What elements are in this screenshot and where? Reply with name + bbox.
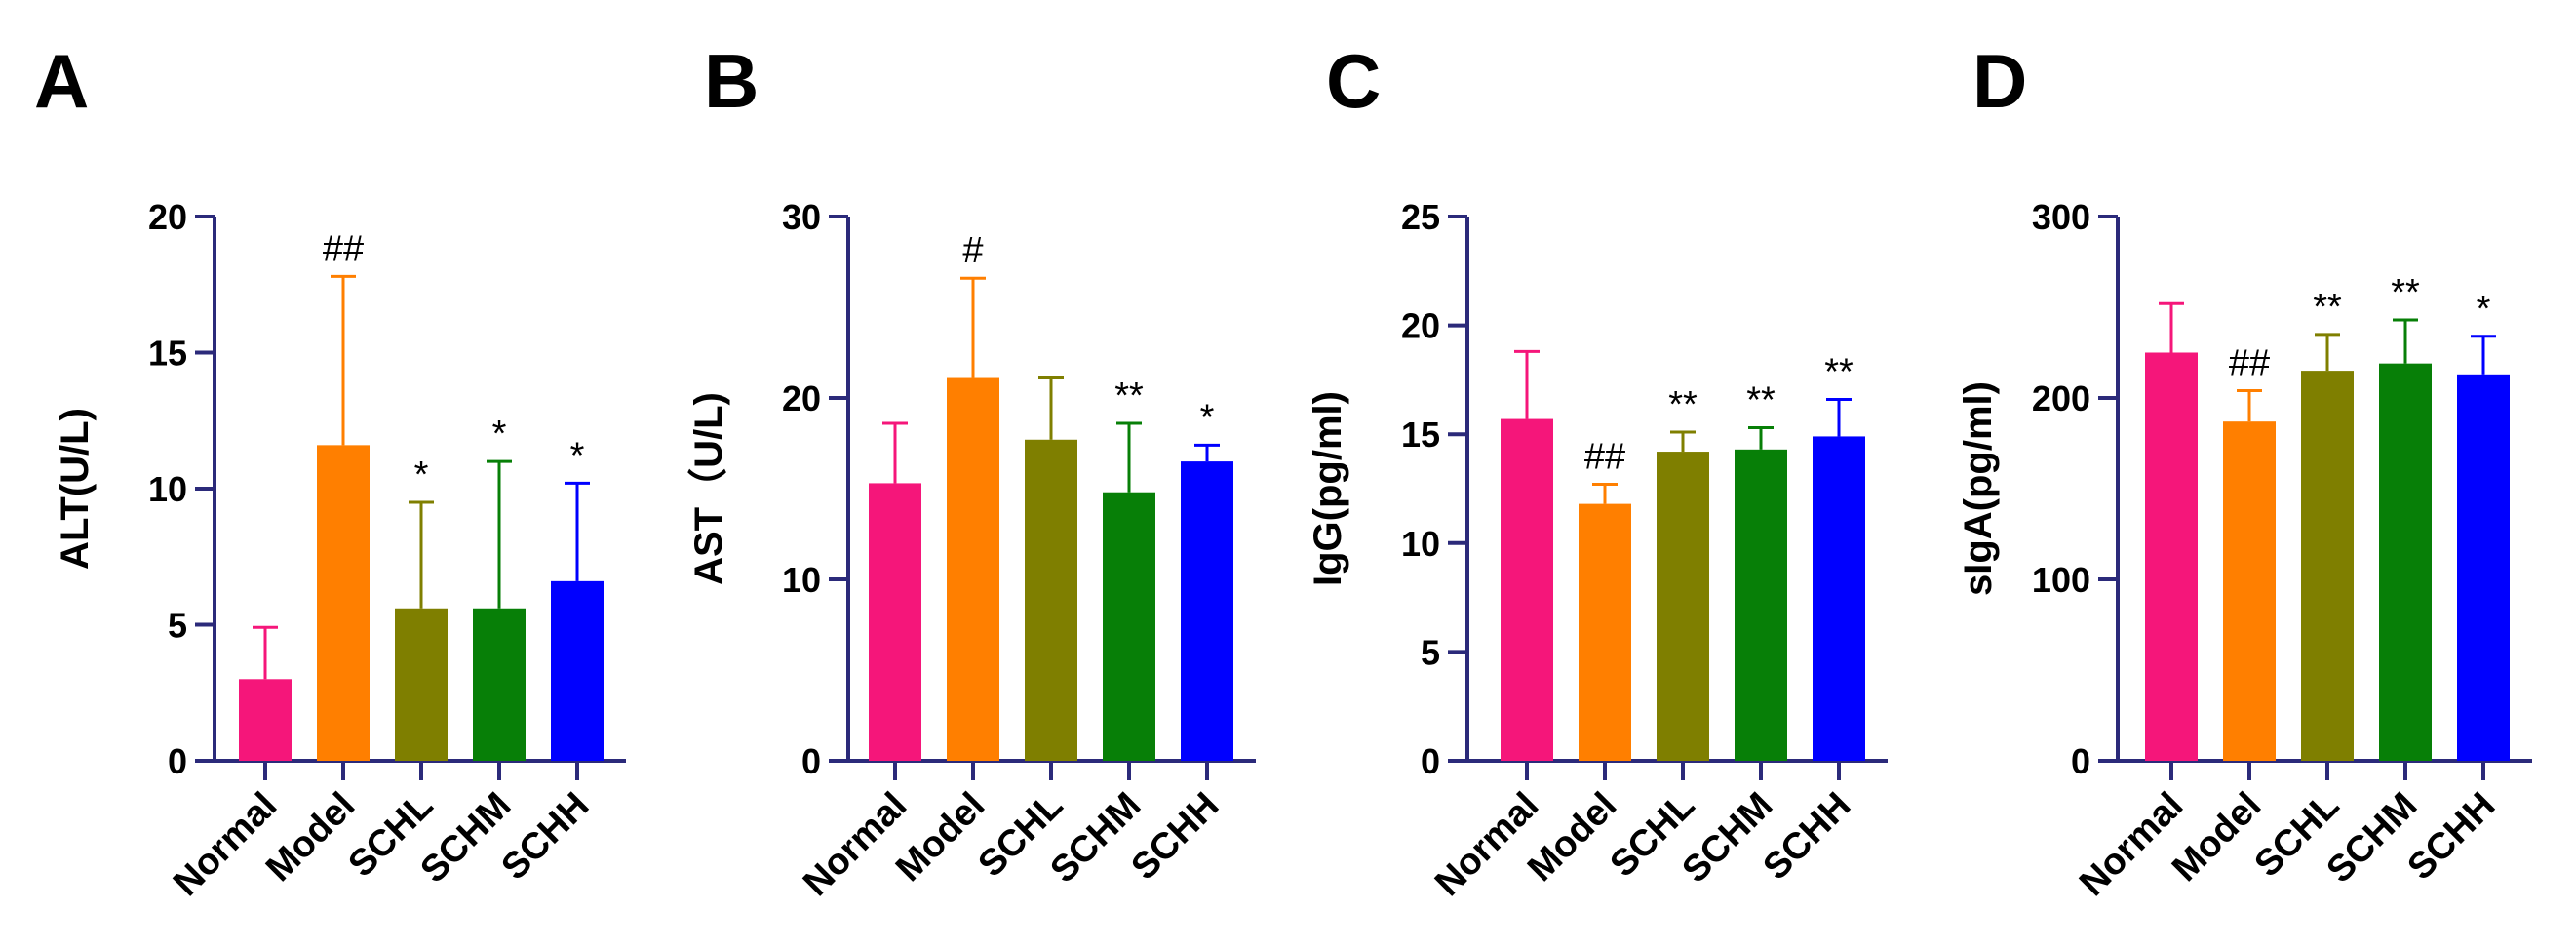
y-tick-label: 20 [1401, 306, 1440, 346]
y-tick-label: 25 [1401, 197, 1440, 237]
y-tick-label: 10 [1401, 524, 1440, 564]
category-label: SCHH [1124, 785, 1228, 889]
y-tick-label: 10 [148, 469, 187, 509]
y-tick-label: 5 [168, 606, 187, 646]
y-tick-label: 5 [1421, 632, 1440, 672]
significance-label: ** [1746, 380, 1776, 421]
significance-label: * [1200, 397, 1215, 438]
category-label: Normal [166, 785, 285, 904]
significance-label: ## [1584, 437, 1625, 478]
bar-model [317, 445, 370, 761]
y-tick-label: 10 [782, 560, 821, 600]
category-label: SCHH [2400, 785, 2504, 889]
chart-panel-b: BAST（U/L)0102030Normal#ModelSCHL**SCHM*S… [687, 38, 1256, 904]
significance-label: ** [1668, 384, 1698, 425]
y-axis-label: ALT(U/L) [54, 408, 97, 570]
significance-label: * [2477, 289, 2491, 330]
significance-label: * [492, 414, 507, 455]
significance-label: ## [323, 228, 364, 269]
significance-label: ** [1824, 351, 1854, 392]
bar-schh [1181, 461, 1233, 761]
bar-model [2223, 421, 2276, 761]
bar-model [947, 377, 999, 761]
chart-panel-a: AALT(U/L)05101520Normal##Model*SCHL*SCHM… [34, 38, 626, 904]
panel-letter: A [34, 38, 89, 124]
category-label: Normal [1427, 785, 1546, 904]
y-tick-label: 200 [2032, 378, 2090, 418]
y-tick-label: 20 [782, 378, 821, 418]
bar-schh [1813, 436, 1865, 761]
y-tick-label: 100 [2032, 560, 2090, 600]
bar-schl [1025, 439, 1077, 761]
y-axis-label: IgG(pg/ml) [1307, 391, 1349, 586]
bar-schh [2457, 374, 2510, 761]
y-tick-label: 0 [1421, 741, 1440, 781]
bar-normal [239, 679, 292, 761]
y-tick-label: 300 [2032, 197, 2090, 237]
bar-normal [869, 483, 921, 761]
bar-model [1579, 503, 1631, 761]
significance-label: # [962, 230, 983, 271]
bar-schm [473, 608, 526, 761]
bar-schm [1735, 449, 1787, 761]
bar-schl [1657, 452, 1709, 761]
y-axis-label: AST（U/L) [687, 392, 730, 585]
bar-schm [2379, 363, 2432, 761]
category-label: SCHM [1043, 785, 1150, 892]
significance-label: ** [2391, 272, 2420, 313]
significance-label: ** [2313, 287, 2342, 328]
y-tick-label: 0 [168, 741, 187, 781]
bar-normal [2145, 352, 2198, 761]
significance-label: * [414, 455, 429, 495]
significance-label: * [570, 435, 585, 476]
y-tick-label: 0 [2071, 741, 2090, 781]
bar-normal [1501, 418, 1553, 761]
y-tick-label: 15 [148, 334, 187, 374]
panel-letter: B [704, 38, 759, 124]
category-label: SCHM [413, 785, 520, 892]
category-label: SCHH [1756, 785, 1859, 889]
bar-schh [551, 580, 604, 761]
y-tick-label: 15 [1401, 415, 1440, 455]
significance-label: ## [2229, 343, 2270, 384]
significance-label: ** [1114, 376, 1144, 416]
category-label: Model [888, 785, 993, 890]
category-label: Normal [2072, 785, 2191, 904]
category-label: Model [2165, 785, 2269, 890]
category-label: Model [1520, 785, 1624, 890]
panel-letter: D [1972, 38, 2027, 124]
y-tick-label: 0 [801, 741, 821, 781]
y-tick-label: 20 [148, 197, 187, 237]
category-label: Normal [796, 785, 915, 904]
category-label: SCHH [494, 785, 598, 889]
y-tick-label: 30 [782, 197, 821, 237]
y-axis-label: sIgA(pg/ml) [1957, 381, 2000, 596]
bar-schm [1103, 492, 1155, 761]
chart-panel-c: CIgG(pg/ml)0510152025Normal##Model**SCHL… [1307, 38, 1888, 904]
bar-schl [2301, 371, 2354, 761]
category-label: SCHM [1675, 785, 1781, 892]
panel-letter: C [1326, 38, 1381, 124]
category-label: Model [258, 785, 363, 890]
category-label: SCHM [2320, 785, 2426, 892]
bar-schl [395, 608, 448, 761]
